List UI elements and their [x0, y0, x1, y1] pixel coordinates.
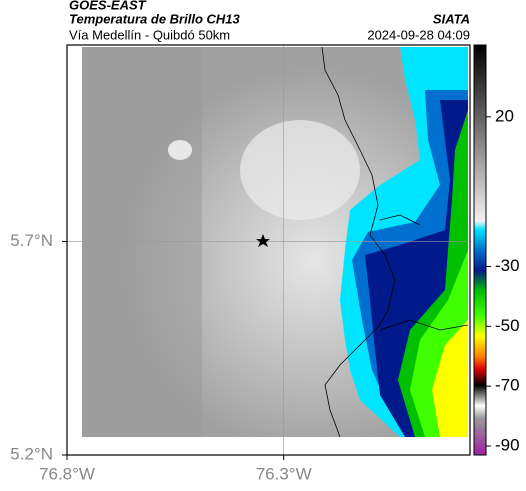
source: GOES-EAST	[69, 0, 147, 12]
map-frame	[66, 44, 471, 456]
x-tick-label: 76.8°W	[39, 464, 95, 483]
x-tick-label: 76.3°W	[256, 464, 312, 483]
region: Vía Medellín - Quibdó 50km	[69, 27, 230, 42]
colorbar-tick-label: 20	[495, 106, 514, 125]
colorbar-tick-label: -50	[495, 316, 520, 335]
location-marker	[256, 234, 270, 247]
colorbar-tick-label: -90	[495, 436, 520, 455]
satellite-image	[82, 46, 469, 438]
product: Temperatura de Brillo CH13	[69, 11, 241, 26]
colorbar-tick-label: -70	[495, 376, 520, 395]
colorbar	[473, 44, 487, 456]
brand: SIATA	[433, 11, 470, 26]
timestamp: 2024-09-28 04:09	[367, 27, 470, 42]
y-tick-label: 5.2°N	[10, 444, 53, 463]
colorbar-tick-label: -30	[495, 256, 520, 275]
y-tick-label: 5.7°N	[10, 231, 53, 250]
